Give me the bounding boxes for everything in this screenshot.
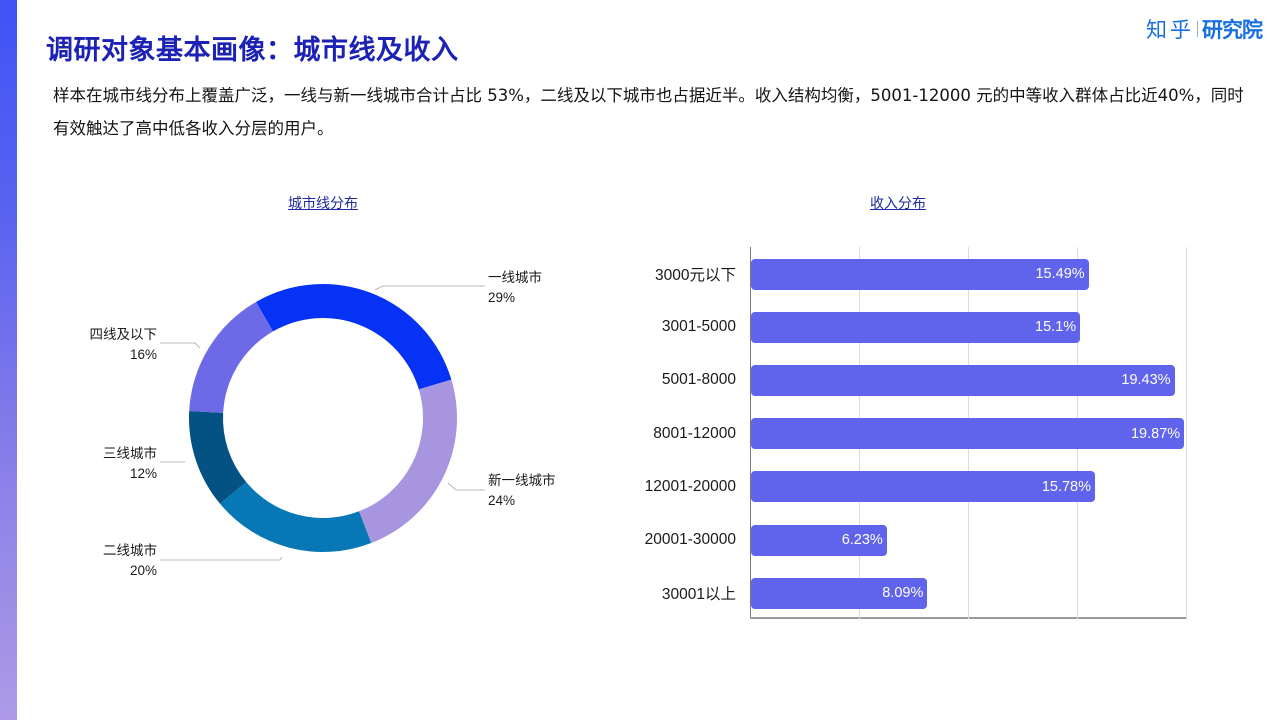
leader-line-tier2 bbox=[160, 556, 283, 561]
donut-segment bbox=[189, 301, 273, 413]
donut-label-tier4: 四线及以下 16% bbox=[89, 327, 158, 362]
logo-institute-text: 研究院 bbox=[1202, 18, 1263, 42]
bar-value-label: 19.87% bbox=[1130, 425, 1181, 442]
income-bar: 19.43% bbox=[751, 364, 1175, 396]
bar-value-label: 8.09% bbox=[882, 585, 924, 602]
donut-segment bbox=[189, 411, 247, 504]
bar-value-label: 15.78% bbox=[1041, 478, 1091, 495]
bar-value-label: 19.43% bbox=[1121, 372, 1171, 389]
summary-text: 样本在城市线分布上覆盖广泛，一线与新一线城市合计占比 53%，二线及以下城市也占… bbox=[53, 86, 1244, 138]
bar-category-label: 30001以上 bbox=[661, 586, 736, 604]
bar-category-label: 8001-12000 bbox=[653, 424, 736, 442]
bar-category-label: 5001-8000 bbox=[661, 371, 736, 389]
logo-divider bbox=[1197, 21, 1198, 37]
bar-category-label: 3000元以下 bbox=[655, 267, 736, 284]
bar-value-label: 6.23% bbox=[841, 532, 883, 548]
bar-value-label: 15.1% bbox=[1035, 319, 1077, 336]
donut-label-newtier1: 新一线城市 24% bbox=[488, 473, 556, 508]
page-title: 调研对象基本画像：城市线及收入 bbox=[46, 35, 459, 66]
income-bar: 15.1% bbox=[751, 311, 1081, 343]
leader-line-newtier1 bbox=[447, 482, 485, 491]
y-axis-line bbox=[750, 247, 751, 619]
donut-label-tier2: 二线城市 20% bbox=[103, 543, 157, 578]
donut-label-tier1: 一线城市 29% bbox=[488, 270, 542, 305]
income-bar: 8.09% bbox=[751, 577, 928, 609]
bar-category-label: 20001-30000 bbox=[644, 531, 736, 548]
donut-segment bbox=[256, 284, 452, 390]
bar-category-label: 3001-5000 bbox=[661, 318, 736, 336]
income-bar: 15.49% bbox=[751, 258, 1089, 290]
donut-label-tier3: 三线城市 12% bbox=[103, 446, 157, 481]
city-chart-title: 城市线分布 bbox=[288, 196, 358, 212]
income-bar: 19.87% bbox=[751, 418, 1185, 450]
donut-segment bbox=[220, 482, 372, 552]
leader-line-tier4 bbox=[160, 342, 201, 349]
city-donut-chart bbox=[160, 284, 485, 561]
accent-side-bar bbox=[0, 0, 17, 720]
leader-line-tier1 bbox=[374, 285, 485, 291]
income-bar-chart: 15.49% 15.1% 19.43% 19.87% 15.78% 6.23% 8.09% bbox=[750, 247, 1187, 619]
income-bar: 15.78% bbox=[751, 471, 1095, 503]
gridline bbox=[1186, 247, 1187, 619]
bar-value-label: 15.49% bbox=[1035, 266, 1085, 282]
zhihu-research-logo: 知乎 研究院 bbox=[1146, 14, 1263, 44]
income-chart-title: 收入分布 bbox=[870, 196, 926, 212]
logo-zhihu-text: 知乎 bbox=[1146, 18, 1194, 42]
income-bar: 6.23% bbox=[751, 524, 887, 556]
donut-segment bbox=[358, 379, 457, 544]
bar-category-label: 12001-20000 bbox=[644, 477, 736, 495]
